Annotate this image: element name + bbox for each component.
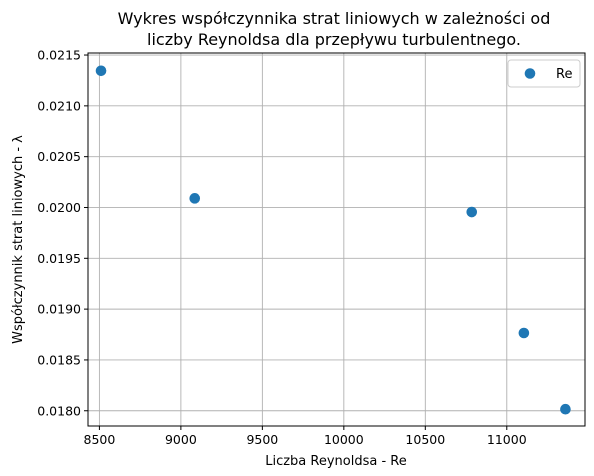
- chart-title-line-1: Wykres współczynnika strat liniowych w z…: [118, 9, 551, 28]
- x-tick-label: 10500: [405, 432, 445, 447]
- axis-ticks: 8500 9000 9500 10000 10500 11000 0.0180 0.0185 0…: [37, 48, 526, 447]
- data-point: [95, 65, 107, 77]
- grid-lines: [88, 53, 585, 426]
- y-tick-label: 0.0215: [37, 48, 81, 63]
- y-tick-label: 0.0210: [37, 98, 81, 113]
- x-axis-label: Liczba Reynoldsa - Re: [265, 454, 407, 469]
- x-tick-label: 9500: [246, 432, 278, 447]
- data-point: [466, 206, 478, 218]
- plot-frame: [87, 52, 586, 427]
- legend-label-re: Re: [556, 67, 572, 82]
- data-point: [560, 403, 571, 415]
- x-tick-label: 11000: [487, 432, 527, 447]
- chart-title-line-2: liczby Reynoldsa dla przepływu turbulent…: [147, 30, 521, 49]
- scatter-points: [95, 65, 571, 415]
- y-tick-label: 0.0185: [37, 352, 81, 367]
- y-tick-label: 0.0200: [37, 200, 81, 215]
- y-axis-label: Współczynnik strat liniowych - λ: [11, 135, 26, 344]
- x-tick-label: 9000: [165, 432, 197, 447]
- legend-marker: [524, 68, 536, 79]
- data-point: [189, 193, 201, 204]
- legend: Re: [507, 59, 581, 88]
- y-tick-label: 0.0195: [37, 251, 81, 266]
- y-tick-label: 0.0180: [37, 403, 81, 418]
- data-point: [518, 327, 530, 339]
- x-tick-label: 10000: [324, 432, 364, 447]
- x-tick-label: 8500: [84, 432, 116, 447]
- y-tick-label: 0.0205: [37, 149, 81, 164]
- legend-box: [507, 59, 581, 88]
- y-tick-label: 0.0190: [37, 302, 81, 317]
